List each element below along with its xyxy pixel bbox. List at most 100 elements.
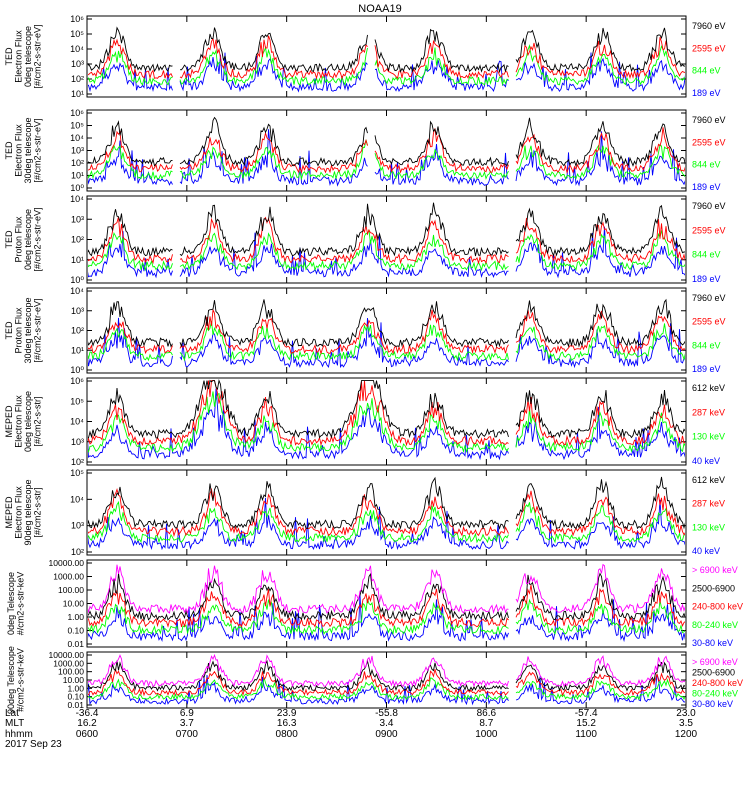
y-tick-label: 10³ [71,59,84,69]
y-tick-label: 10.00 [63,599,85,609]
footer-mlt-value: 3.7 [180,718,194,729]
series-trace-2500-6900 [88,659,685,692]
series-trace-130-kev [88,500,685,544]
y-tick-label: 10¹ [71,345,84,355]
panel-3: 10⁰ 10¹ 10² 10³ 10⁴ TED Proton Flux 0deg telesc… [4,194,726,285]
y-axis-label-line: #/cm2-s-str-keV [16,572,26,636]
footer-mlt-value: 16.3 [277,718,297,729]
footer-row-label: 2017 Sep 23 [5,739,62,750]
legend-entry: 612 keV [692,383,725,393]
y-axis-label-line: 0deg telescope [23,391,33,452]
legend-entry: 40 keV [692,546,720,556]
legend-entry: 2595 eV [692,43,726,53]
y-axis-label-line: [#/cm2-s-str] [33,487,43,537]
y-tick-label: 10¹ [71,89,84,99]
series-trace-240-800-kev [88,668,685,697]
y-tick-label: 10⁴ [70,286,84,296]
series-trace-80-240-kev [88,598,685,636]
y-axis-label-line: 0deg telescope [23,26,33,87]
legend-entry: > 6900 keV [692,657,738,667]
y-tick-label: 100.00 [58,585,84,595]
panel-7: 0.01 0.10 1.00 10.00 100.00 1000.00 10000.00 0d… [6,558,743,649]
footer-lat-value: 6.9 [180,708,194,719]
series-trace-612-kev [88,476,685,531]
footer-mlt-value: 3.4 [380,718,394,729]
legend-entry: 844 eV [692,160,721,170]
series-trace-2595-ev [88,216,685,265]
y-tick-label: 10⁶ [70,14,84,24]
footer-hhmm-value: 0800 [276,729,299,740]
footer-hhmm-value: 0900 [375,729,398,740]
series-trace-7960-ev [88,26,685,74]
y-tick-label: 0.01 [67,700,84,710]
legend-entry: 30-80 keV [692,699,733,709]
y-tick-label: 0.10 [67,626,84,636]
y-axis-label-line: Electron Flux [14,395,24,448]
legend-entry: 240-800 keV [692,602,743,612]
y-tick-label: 10³ [71,306,84,316]
y-axis-label-line: 0deg Telescope [6,572,16,635]
legend-entry: 189 eV [692,364,721,374]
panel-frame [86,195,687,284]
series-trace-7960-ev [88,116,685,168]
legend-entry: 612 keV [692,475,725,485]
footer-row-label: MLT [5,718,24,729]
legend-entry: 2595 eV [692,225,726,235]
legend-entry: 189 eV [692,274,721,284]
legend-entry: 844 eV [692,250,721,260]
y-tick-label: 10⁰ [70,365,84,375]
legend-entry: 7960 eV [692,115,726,125]
y-tick-label: 10⁶ [70,376,84,386]
series-trace-6900-kev [88,653,685,688]
legend-entry: 287 keV [692,499,725,509]
y-tick-label: 10¹ [71,255,84,265]
footer-hhmm-value: 0700 [176,729,199,740]
y-tick-label: 10³ [71,437,84,447]
footer-hhmm-value: 1100 [575,729,597,740]
series-trace-844-ev [88,139,685,181]
legend-entry: 2500-6900 [692,583,735,593]
footer-lat-value: -36.4 [76,708,99,719]
y-tick-label: 10000.00 [49,650,85,660]
y-tick-label: 100.00 [58,667,84,677]
y-tick-label: 10³ [71,146,84,156]
y-axis-label-line: [#/cm2-s-str] [33,396,43,446]
legend-entry: 2500-6900 [692,668,735,678]
legend-entry: 7960 eV [692,21,726,31]
y-tick-label: 10¹ [71,171,84,181]
y-tick-label: 10⁴ [70,44,84,54]
legend-entry: 2595 eV [692,317,726,327]
y-tick-label: 10⁵ [70,396,84,406]
y-tick-label: 10000.00 [49,558,85,568]
legend-entry: 844 eV [692,66,721,76]
y-tick-label: 10⁶ [70,108,84,118]
series-trace-7960-ev [88,298,685,348]
y-axis-label-line: Electron Flux [14,486,24,539]
y-tick-label: 10⁰ [70,275,84,285]
y-tick-label: 1000.00 [53,572,84,582]
series-trace-189-ev [88,52,685,93]
y-axis-label-line: [#/cm2-s-str-eV] [33,207,43,271]
footer-lat-value: -57.4 [575,708,598,719]
y-tick-label: 1000.00 [53,658,84,668]
panel-4: 10⁰ 10¹ 10² 10³ 10⁴ TED Proton Flux 30deg teles… [4,286,726,375]
y-axis-label-line: Electron Flux [14,124,24,177]
y-tick-label: 10² [71,235,84,245]
series-trace-612-kev [88,379,685,439]
series-trace-189-ev [88,129,685,187]
y-tick-label: 10² [71,326,84,336]
series-trace-30-80-kev [88,594,685,643]
y-axis-label-line: TED [4,230,14,249]
legend-entry: 189 eV [692,88,721,98]
y-tick-label: 10⁴ [70,194,84,204]
y-tick-label: 10.00 [63,675,85,685]
legend-entry: 30-80 keV [692,638,733,648]
y-axis-label-line: #/cm2-s-str-keV [16,648,26,712]
legend-entry: > 6900 keV [692,565,738,575]
y-axis-label-line: Electron Flux [14,30,24,83]
y-tick-label: 10⁵ [70,121,84,131]
panel-6: 10² 10³ 10⁴ 10⁵ MEPED Electron Flux 90deg tele… [4,468,725,557]
